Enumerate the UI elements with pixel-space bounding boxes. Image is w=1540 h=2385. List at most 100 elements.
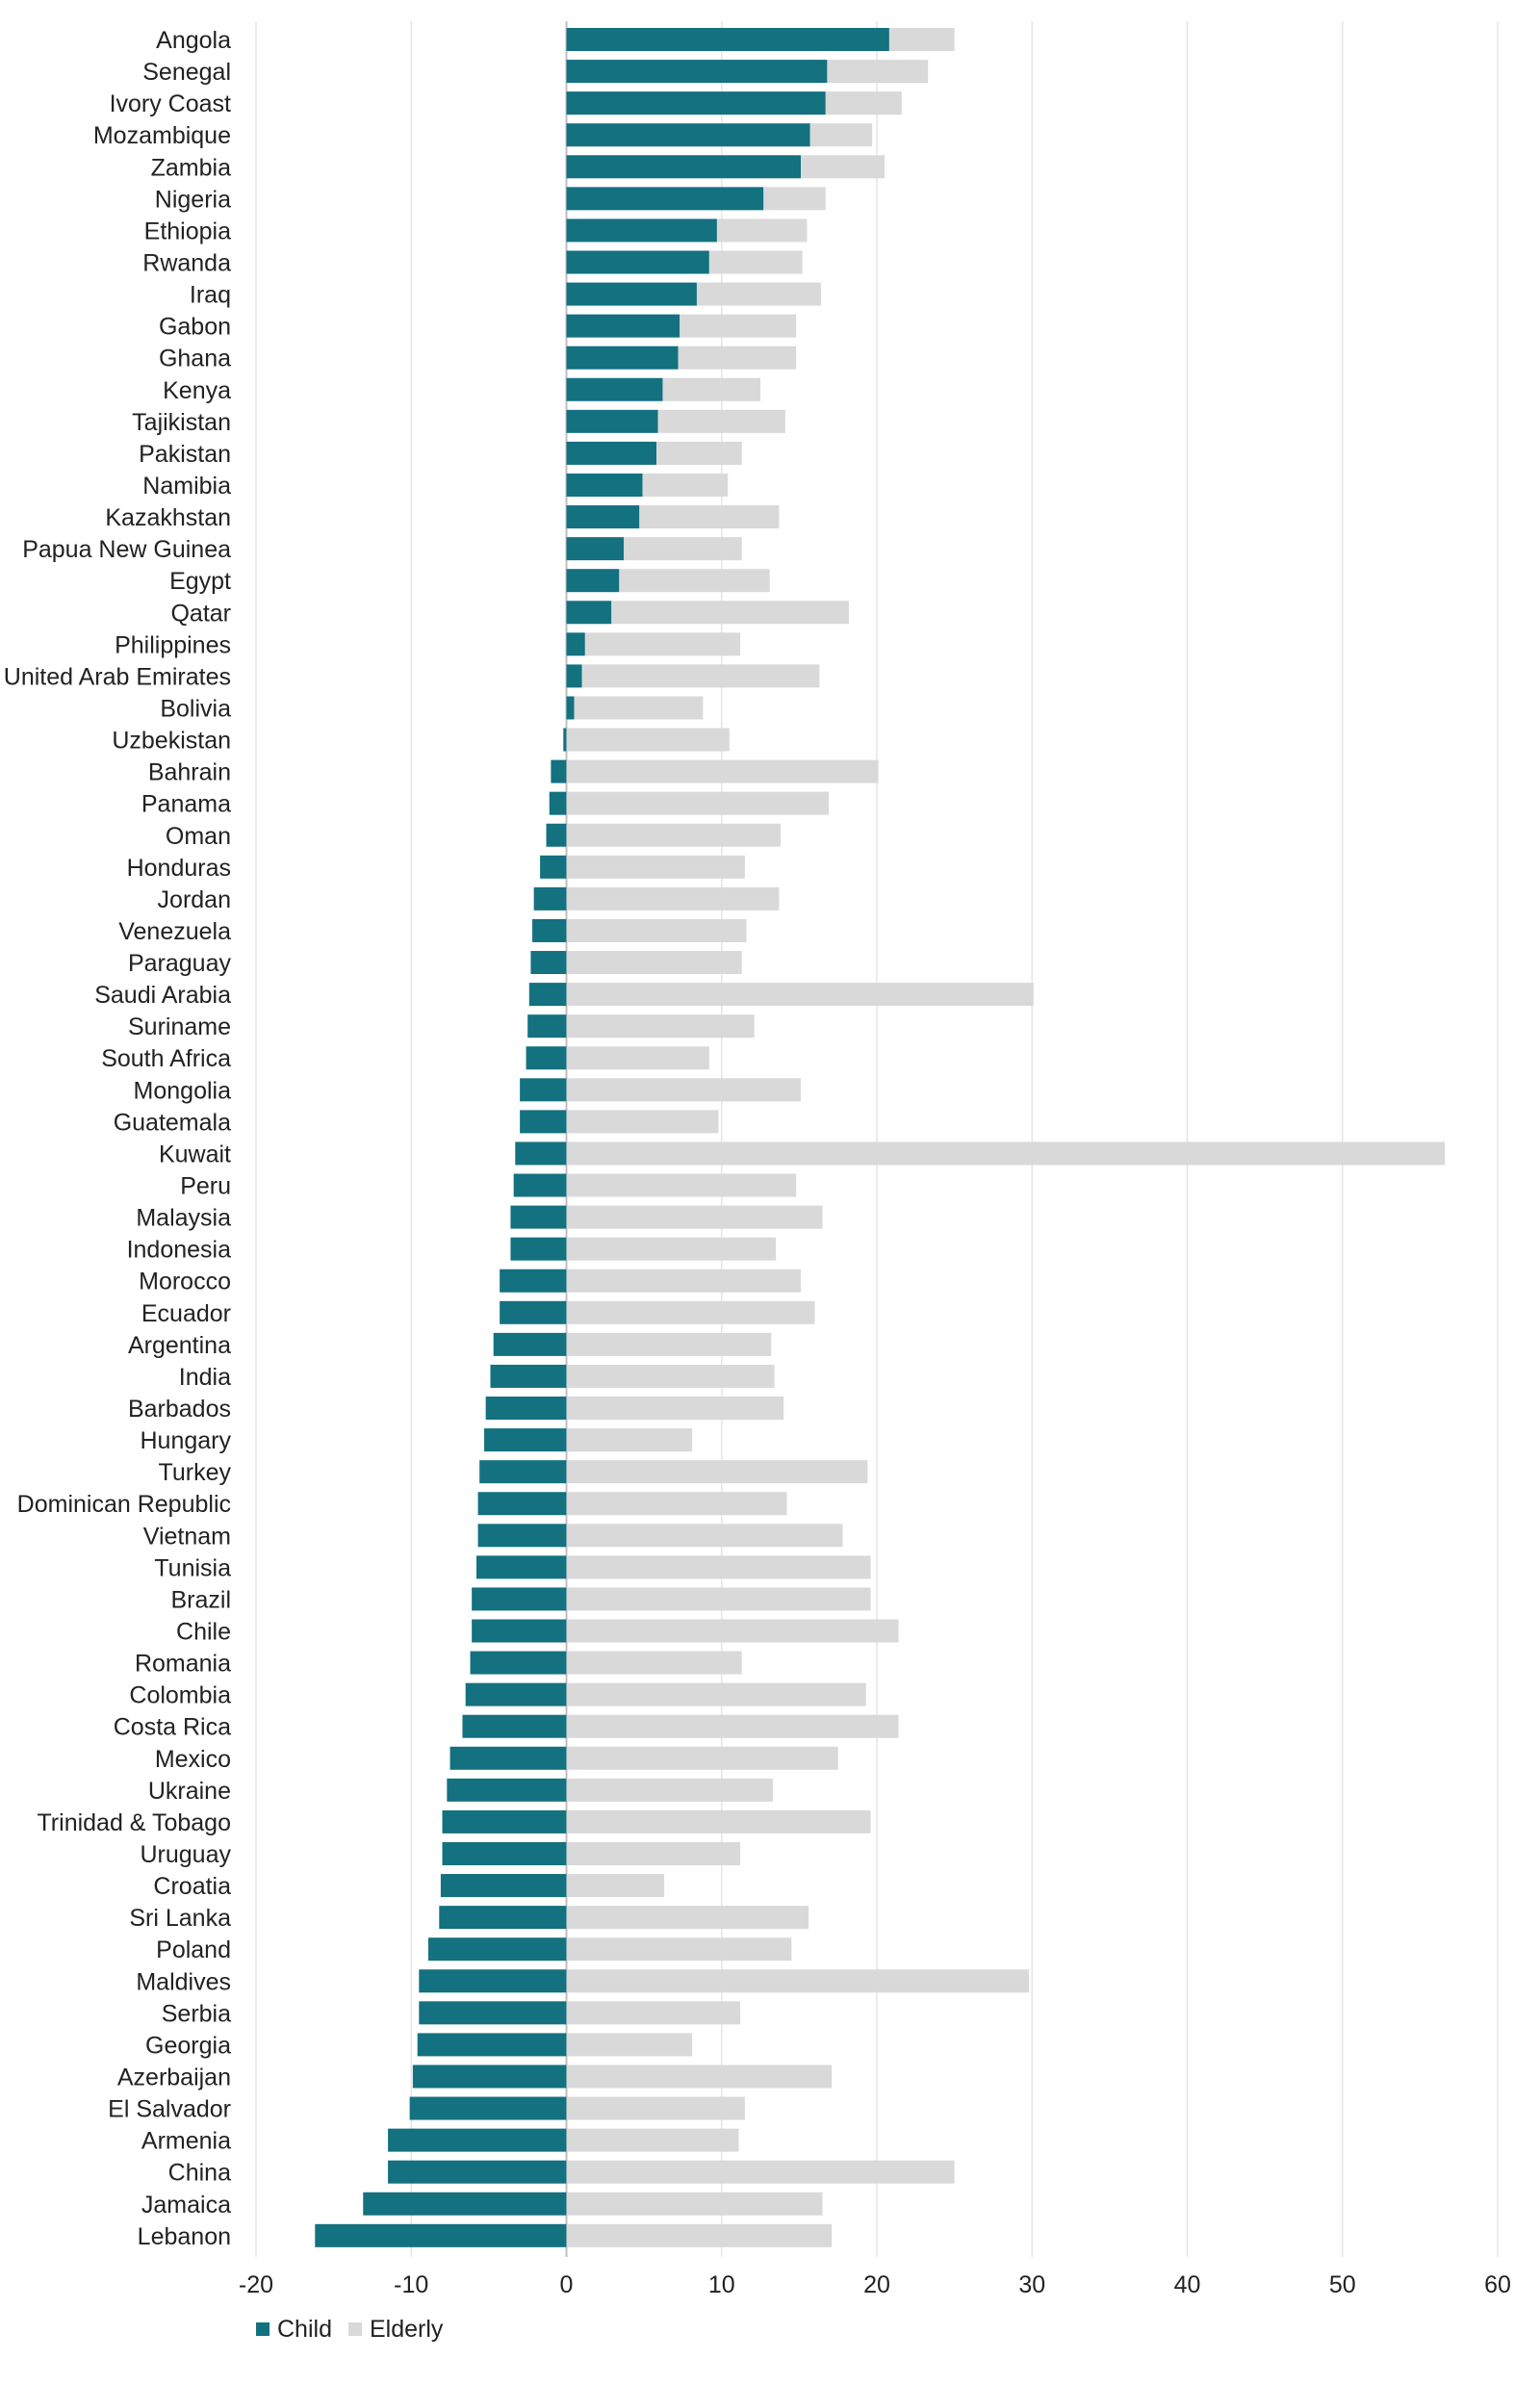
- bar-child-ukraine: [447, 1778, 567, 1802]
- category-label-zambia: Zambia: [151, 154, 231, 181]
- category-label-pakistan: Pakistan: [139, 441, 231, 468]
- bar-elderly-kenya: [662, 377, 761, 401]
- bar-elderly-kuwait: [566, 1141, 1446, 1166]
- bar-elderly-morocco: [566, 1269, 801, 1293]
- category-label-maldives: Maldives: [136, 1968, 231, 1995]
- bar-elderly-venezuela: [566, 918, 747, 942]
- category-label-saudi-arabia: Saudi Arabia: [94, 982, 231, 1009]
- category-label-kenya: Kenya: [163, 377, 231, 404]
- category-label-iraq: Iraq: [190, 282, 231, 309]
- category-label-trinidad-tobago: Trinidad & Tobago: [37, 1809, 231, 1836]
- bar-elderly-iraq: [696, 282, 821, 306]
- bar-child-barbados: [485, 1397, 567, 1421]
- category-label-south-africa: South Africa: [101, 1045, 231, 1072]
- bar-child-mexico: [449, 1746, 567, 1770]
- bar-elderly-uzbekistan: [566, 728, 730, 752]
- bar-child-nigeria: [566, 187, 764, 211]
- bars: [315, 28, 1446, 2247]
- legend-swatch-elderly: [348, 2322, 362, 2336]
- bar-elderly-mexico: [566, 1746, 838, 1770]
- bar-child-tajikistan: [566, 409, 658, 433]
- bar-elderly-papua-new-guinea: [624, 537, 742, 561]
- bar-elderly-kazakhstan: [639, 505, 780, 529]
- category-label-rwanda: Rwanda: [142, 249, 231, 276]
- bar-elderly-maldives: [566, 1969, 1030, 1993]
- bar-elderly-rwanda: [708, 250, 803, 274]
- bar-elderly-serbia: [566, 2001, 741, 2025]
- bar-child-chile: [472, 1619, 567, 1643]
- category-label-hungary: Hungary: [141, 1427, 232, 1454]
- bar-child-kazakhstan: [566, 505, 640, 529]
- bar-child-pakistan: [566, 441, 657, 465]
- bar-child-mozambique: [566, 123, 810, 147]
- x-tick-label--20: -20: [239, 2271, 273, 2298]
- category-label-ghana: Ghana: [159, 346, 231, 372]
- bar-elderly-ivory-coast: [825, 91, 902, 115]
- bar-child-ecuador: [500, 1300, 567, 1324]
- bar-child-turkey: [479, 1460, 567, 1484]
- legend: Child Elderly: [256, 2316, 444, 2343]
- category-label-jordan: Jordan: [158, 886, 231, 913]
- legend-label-child: Child: [277, 2316, 332, 2343]
- bar-elderly-el-salvador: [566, 2096, 745, 2120]
- category-label-colombia: Colombia: [129, 1682, 231, 1709]
- bar-child-tunisia: [475, 1555, 567, 1579]
- category-label-armenia: Armenia: [141, 2128, 231, 2155]
- category-label-sri-lanka: Sri Lanka: [129, 1905, 231, 1932]
- bar-elderly-bahrain: [566, 759, 879, 783]
- bar-elderly-mongolia: [566, 1078, 801, 1102]
- category-label-mexico: Mexico: [155, 1746, 231, 1773]
- bar-elderly-mozambique: [809, 123, 873, 147]
- bar-elderly-turkey: [566, 1460, 868, 1484]
- category-label-ecuador: Ecuador: [141, 1300, 231, 1327]
- bar-child-zambia: [566, 155, 801, 179]
- bar-elderly-brazil: [566, 1587, 871, 1611]
- category-label-kuwait: Kuwait: [159, 1141, 231, 1167]
- bar-child-jordan: [533, 886, 567, 910]
- bar-child-south-africa: [526, 1046, 567, 1070]
- category-label-azerbaijan: Azerbaijan: [117, 2064, 231, 2090]
- bar-child-uruguay: [442, 1841, 567, 1865]
- category-label-panama: Panama: [141, 791, 231, 818]
- bar-elderly-peru: [566, 1173, 797, 1197]
- bar-elderly-suriname: [566, 1014, 755, 1039]
- bar-child-jamaica: [363, 2192, 567, 2216]
- bar-child-hungary: [484, 1428, 567, 1452]
- category-label-paraguay: Paraguay: [128, 950, 232, 977]
- legend-swatch-child: [256, 2322, 270, 2336]
- bar-child-india: [490, 1364, 567, 1388]
- category-label-senegal: Senegal: [142, 59, 231, 86]
- bar-child-armenia: [388, 2128, 567, 2152]
- bar-elderly-zambia: [800, 155, 886, 179]
- bar-child-iraq: [566, 282, 697, 306]
- bar-child-papua-new-guinea: [566, 537, 625, 561]
- bar-elderly-paraguay: [566, 951, 742, 975]
- category-label-malaysia: Malaysia: [136, 1205, 231, 1232]
- bar-child-panama: [549, 791, 567, 815]
- bar-child-uzbekistan: [563, 728, 567, 752]
- bar-elderly-hungary: [566, 1428, 693, 1452]
- category-label-turkey: Turkey: [159, 1459, 232, 1486]
- bar-child-lebanon: [315, 2223, 567, 2247]
- bar-elderly-angola: [888, 28, 955, 51]
- category-label-mongolia: Mongolia: [134, 1077, 232, 1104]
- category-label-morocco: Morocco: [139, 1269, 231, 1295]
- bar-child-dominican-republic: [477, 1492, 567, 1516]
- category-label-barbados: Barbados: [128, 1396, 231, 1423]
- bar-elderly-senegal: [827, 60, 929, 84]
- bar-child-croatia: [440, 1874, 567, 1898]
- bar-child-indonesia: [510, 1237, 567, 1261]
- bar-child-georgia: [417, 2033, 567, 2057]
- bar-child-vietnam: [477, 1524, 567, 1548]
- bar-child-venezuela: [532, 918, 567, 942]
- bar-child-philippines: [566, 632, 585, 656]
- bar-child-maldives: [419, 1969, 567, 1993]
- bar-elderly-india: [566, 1364, 775, 1388]
- category-label-bahrain: Bahrain: [148, 759, 231, 786]
- x-tick-label-30: 30: [1018, 2271, 1045, 2298]
- bar-child-el-salvador: [409, 2096, 567, 2120]
- category-label-indonesia: Indonesia: [127, 1237, 232, 1264]
- x-tick-label--10: -10: [394, 2271, 428, 2298]
- bar-child-oman: [546, 823, 567, 847]
- category-label-poland: Poland: [156, 1936, 231, 1963]
